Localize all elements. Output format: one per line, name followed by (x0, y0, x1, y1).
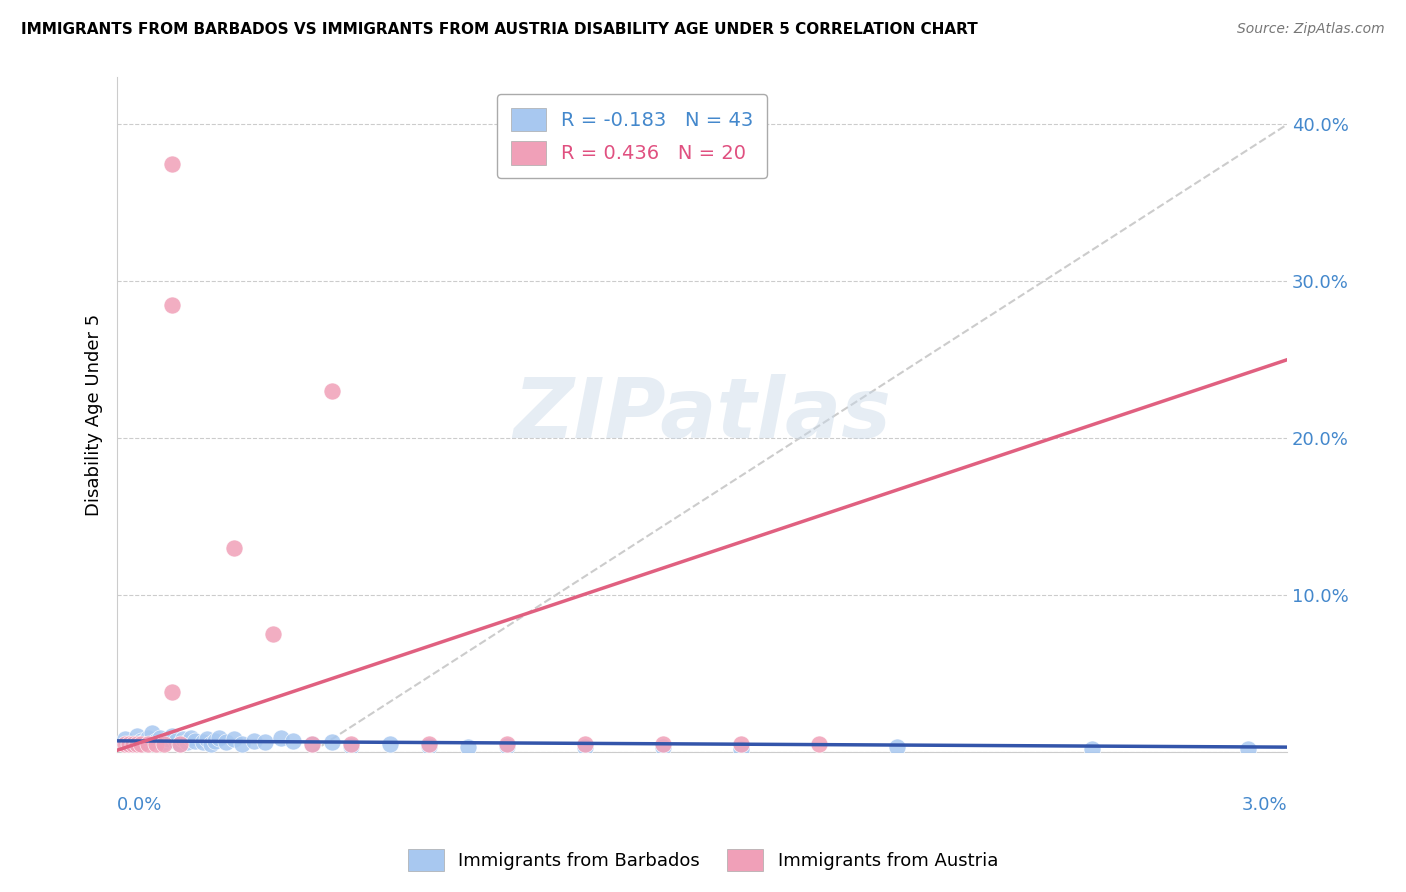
Point (886, 740, 908, 755)
Y-axis label: Disability Age Under 5: Disability Age Under 5 (86, 313, 103, 516)
Point (418, 739, 440, 753)
Point (652, 740, 675, 755)
Point (129, 737, 152, 751)
Point (730, 737, 752, 751)
Point (340, 737, 363, 751)
Point (242, 734, 264, 748)
Point (340, 739, 363, 753)
Point (1081, 741, 1104, 756)
Text: IMMIGRANTS FROM BARBADOS VS IMMIGRANTS FROM AUSTRIA DISABILITY AGE UNDER 5 CORRE: IMMIGRANTS FROM BARBADOS VS IMMIGRANTS F… (21, 22, 977, 37)
Point (125, 737, 148, 751)
Point (145, 737, 167, 751)
Point (160, 298, 183, 312)
Point (301, 737, 323, 751)
Point (184, 734, 207, 748)
Point (1237, 741, 1260, 756)
Point (129, 734, 152, 748)
Point (418, 737, 440, 751)
Text: 0.0%: 0.0% (117, 796, 163, 814)
Point (134, 735, 156, 749)
Point (153, 735, 176, 749)
Text: ZIPatlas: ZIPatlas (513, 374, 891, 455)
Point (195, 732, 218, 747)
Point (160, 157, 183, 171)
Point (496, 739, 519, 753)
Point (118, 737, 141, 751)
Point (160, 685, 183, 699)
Point (114, 732, 136, 747)
Point (156, 732, 179, 747)
Point (321, 735, 343, 749)
Point (169, 737, 191, 751)
Point (224, 732, 246, 747)
Point (231, 737, 253, 751)
Point (204, 734, 226, 748)
Point (224, 541, 246, 555)
Legend: Immigrants from Barbados, Immigrants from Austria: Immigrants from Barbados, Immigrants fro… (401, 842, 1005, 879)
Point (281, 734, 304, 748)
Point (200, 737, 222, 751)
Point (378, 737, 401, 751)
Point (172, 732, 194, 747)
Point (262, 627, 284, 641)
Point (730, 741, 752, 756)
Point (153, 737, 176, 751)
Point (160, 729, 183, 743)
Text: 3.0%: 3.0% (1241, 796, 1286, 814)
Point (145, 734, 167, 748)
Point (457, 740, 479, 755)
Point (191, 735, 214, 749)
Point (118, 737, 141, 751)
Point (180, 731, 202, 745)
Point (141, 726, 163, 740)
Point (138, 731, 160, 745)
Legend: R = -0.183   N = 43, R = 0.436   N = 20: R = -0.183 N = 43, R = 0.436 N = 20 (496, 94, 766, 178)
Point (574, 737, 596, 751)
Point (496, 737, 519, 751)
Point (121, 737, 143, 751)
Point (207, 731, 229, 745)
Point (176, 735, 198, 749)
Point (165, 734, 187, 748)
Point (270, 731, 292, 745)
Point (125, 729, 148, 743)
Point (652, 737, 675, 751)
Point (574, 740, 596, 755)
Text: Source: ZipAtlas.com: Source: ZipAtlas.com (1237, 22, 1385, 37)
Point (301, 737, 323, 751)
Point (321, 384, 343, 398)
Point (114, 737, 136, 751)
Point (808, 737, 831, 751)
Point (254, 735, 277, 749)
Point (138, 737, 160, 751)
Point (149, 731, 172, 745)
Point (215, 735, 238, 749)
Point (169, 737, 191, 751)
